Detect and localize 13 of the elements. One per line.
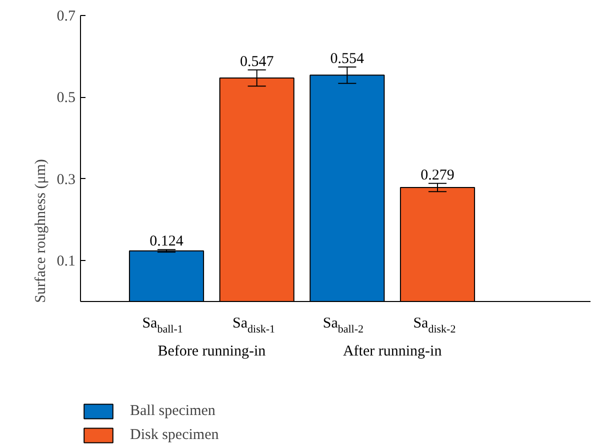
data-label: 0.554 (330, 50, 365, 67)
data-label: 0.279 (420, 167, 454, 184)
data-label: 0.124 (150, 234, 184, 250)
data-label: 0.547 (240, 54, 274, 70)
y-axis-title: Surface roughness (μm) (32, 159, 49, 303)
legend-label: Ball specimen (130, 402, 216, 420)
legend-label: Disk specimen (130, 426, 219, 444)
y-tick-label: 0.3 (56, 172, 76, 188)
y-tick-label: 0.7 (56, 8, 76, 24)
text: Before running-in (158, 344, 266, 360)
y-tick-label: 0.1 (56, 254, 76, 270)
text: After running-in (342, 344, 442, 360)
y-tick-label: 0.5 (56, 90, 76, 106)
